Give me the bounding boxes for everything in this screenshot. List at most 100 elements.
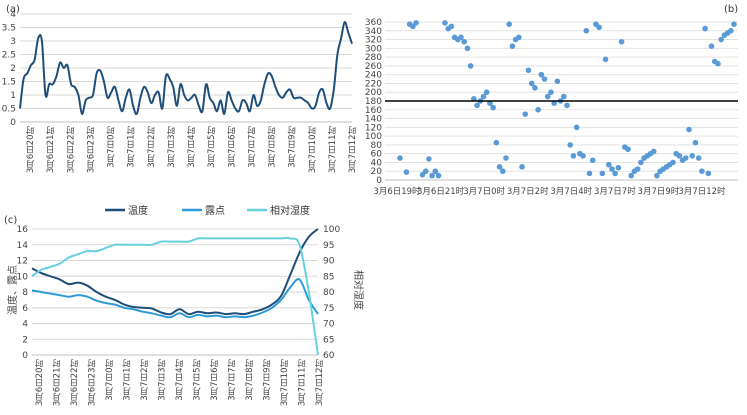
panel-b-point [695, 155, 702, 161]
panel-b-point [705, 170, 712, 177]
panel-b-point [718, 36, 724, 43]
panel-b-point [480, 93, 487, 100]
panel-b-y-tick-label: 40 [371, 158, 383, 168]
panel-a-x-tick-label: 3月7日3时 [167, 126, 177, 168]
panel-c-y-tick-label-right: 60 [323, 351, 335, 361]
panel-b-y-tick-label: 140 [365, 115, 382, 125]
panel-b-point [397, 155, 403, 161]
panel-b-point [426, 156, 432, 162]
panel-b-point [432, 168, 439, 175]
panel-c-y-tick-label: 8 [22, 288, 28, 298]
panel-a-y-tick-label: 3.5 [2, 24, 16, 34]
panel-c-x-tick-label: 3月6日23时 [87, 359, 97, 406]
panel-c-series-line [31, 278, 319, 319]
panel-a-y-tick-label: 1 [10, 91, 16, 101]
panel-c-x-tick-label: 3月6日20时 [35, 359, 45, 406]
panel-b-point [403, 169, 410, 175]
panel-b-point [461, 38, 468, 45]
panel-b-label: (b) [724, 4, 738, 15]
panel-b-point [708, 43, 715, 49]
panel-c-series-line [31, 236, 319, 356]
panel-b-point [580, 153, 586, 159]
panel-b-x-tick-label: 3月7日7时 [594, 186, 636, 197]
panel-b-point [554, 78, 561, 85]
panel-c-y-tick-label: 4 [22, 320, 28, 330]
panel-b-point [567, 142, 574, 148]
panel-b-point [731, 21, 737, 27]
panel-c-y-tick-label-right: 75 [323, 304, 334, 314]
panel-b-point [522, 111, 529, 117]
panel-b-point [516, 34, 522, 41]
panel-b-point [435, 172, 442, 179]
panel-b-point [692, 139, 699, 146]
legend-entry: 温度 [128, 204, 148, 217]
panel-b-point [599, 170, 606, 177]
panel-b-y-tick-label: 340 [365, 27, 382, 37]
panel-a-x-tick-label: 3月7日9时 [287, 126, 297, 168]
panel-b-point [727, 27, 734, 34]
panel-b-y-tick-label: 20 [371, 167, 383, 177]
legend-entry: 露点 [205, 205, 225, 217]
legend: 温度 露点 相对湿度 [105, 204, 310, 217]
panel-c-x-tick-label: 3月6日22时 [70, 359, 80, 406]
panel-b-point [548, 89, 554, 96]
panel-a-series-line [19, 21, 353, 116]
panel-a-y-ticks: 0 0.5 1 1.5 2 2.5 3 3.5 4 [2, 10, 17, 128]
panel-b-point [683, 155, 689, 161]
panel-b-point [686, 126, 692, 133]
panel-b-point [602, 56, 609, 63]
panel-b-points [397, 20, 737, 179]
panel-b-point [538, 71, 545, 78]
panel-b-x-tick-label: 3月7日9时 [638, 186, 680, 197]
panel-a-x-tick-label: 3月7日11时 [328, 126, 338, 173]
panel-c-series [31, 228, 319, 356]
panel-c-x-tick-label: 3月7日12时 [315, 359, 325, 406]
panel-c-x-tick-label: 3月7日9时 [262, 359, 272, 401]
panel-b-point [609, 166, 615, 172]
panel-b-point [715, 60, 721, 67]
panel-a: (a) 00.511.522.533.54 3月6日20时 3月6日21时 3月6日… [2, 4, 358, 173]
panel-c-y-tick-label: 16 [17, 225, 29, 235]
panel-b-point [474, 102, 480, 109]
panel-b-point [442, 20, 448, 26]
panel-c-gridlines [32, 228, 318, 356]
panel-b-point [490, 104, 496, 111]
panel-c-x-tick-label: 3月7日8时 [245, 359, 255, 401]
panel-b-point [654, 172, 660, 179]
panel-c-x-tick-label: 3月7日7时 [227, 359, 237, 401]
panel-b-x-tick-label: 3月7日4时 [550, 186, 592, 197]
panel-a-y-tick-label: 2.5 [2, 51, 16, 61]
panel-b-point [689, 153, 696, 159]
panel-b-point [458, 34, 464, 41]
panel-b-point [638, 159, 644, 166]
panel-b-y-tick-label: 280 [365, 53, 382, 63]
panel-c-x-tick-label: 3月7日2时 [140, 359, 150, 401]
panel-b-gridlines [385, 21, 738, 181]
panel-b-y-tick-label: 220 [365, 79, 382, 89]
panel-b-y-tick-label: 120 [365, 123, 382, 133]
panel-b-point [615, 164, 622, 171]
panel-b-y-tick-label: 360 [365, 18, 382, 28]
panel-b-point [422, 168, 429, 175]
panel-c-x-tick-label: 3月7日3时 [157, 359, 167, 401]
panel-c-y-tick-label-right: 65 [323, 335, 334, 345]
panel-b-x-tick-label: 3月7日2时 [507, 186, 549, 197]
panel-a-x-tick-label: 3月6日21时 [46, 126, 56, 173]
panel-c-y-tick-label: 2 [22, 335, 28, 345]
panel-b: (b) 020406080100120140160180200220240260… [365, 4, 738, 197]
panel-c-y-tick-label: 10 [17, 272, 29, 282]
panel-b-point [596, 24, 602, 31]
panel-b-point [628, 172, 635, 179]
panel-b-point [525, 67, 532, 74]
panel-a-x-tick-label: 3月7日5时 [207, 126, 217, 168]
panel-a-series [19, 21, 353, 116]
panel-b-y-tick-label: 320 [365, 36, 382, 46]
panel-b-point [496, 164, 503, 170]
panel-c-y-axis-title-right: 相对湿度 [352, 270, 365, 310]
panel-a-gridlines [20, 13, 352, 123]
panel-c-x-tick-label: 3月7日10时 [280, 359, 290, 406]
panel-a-x-tick-label: 3月7日0时 [106, 126, 116, 168]
panel-b-point [528, 80, 535, 87]
panel-c-y-tick-label-right: 85 [323, 272, 334, 282]
